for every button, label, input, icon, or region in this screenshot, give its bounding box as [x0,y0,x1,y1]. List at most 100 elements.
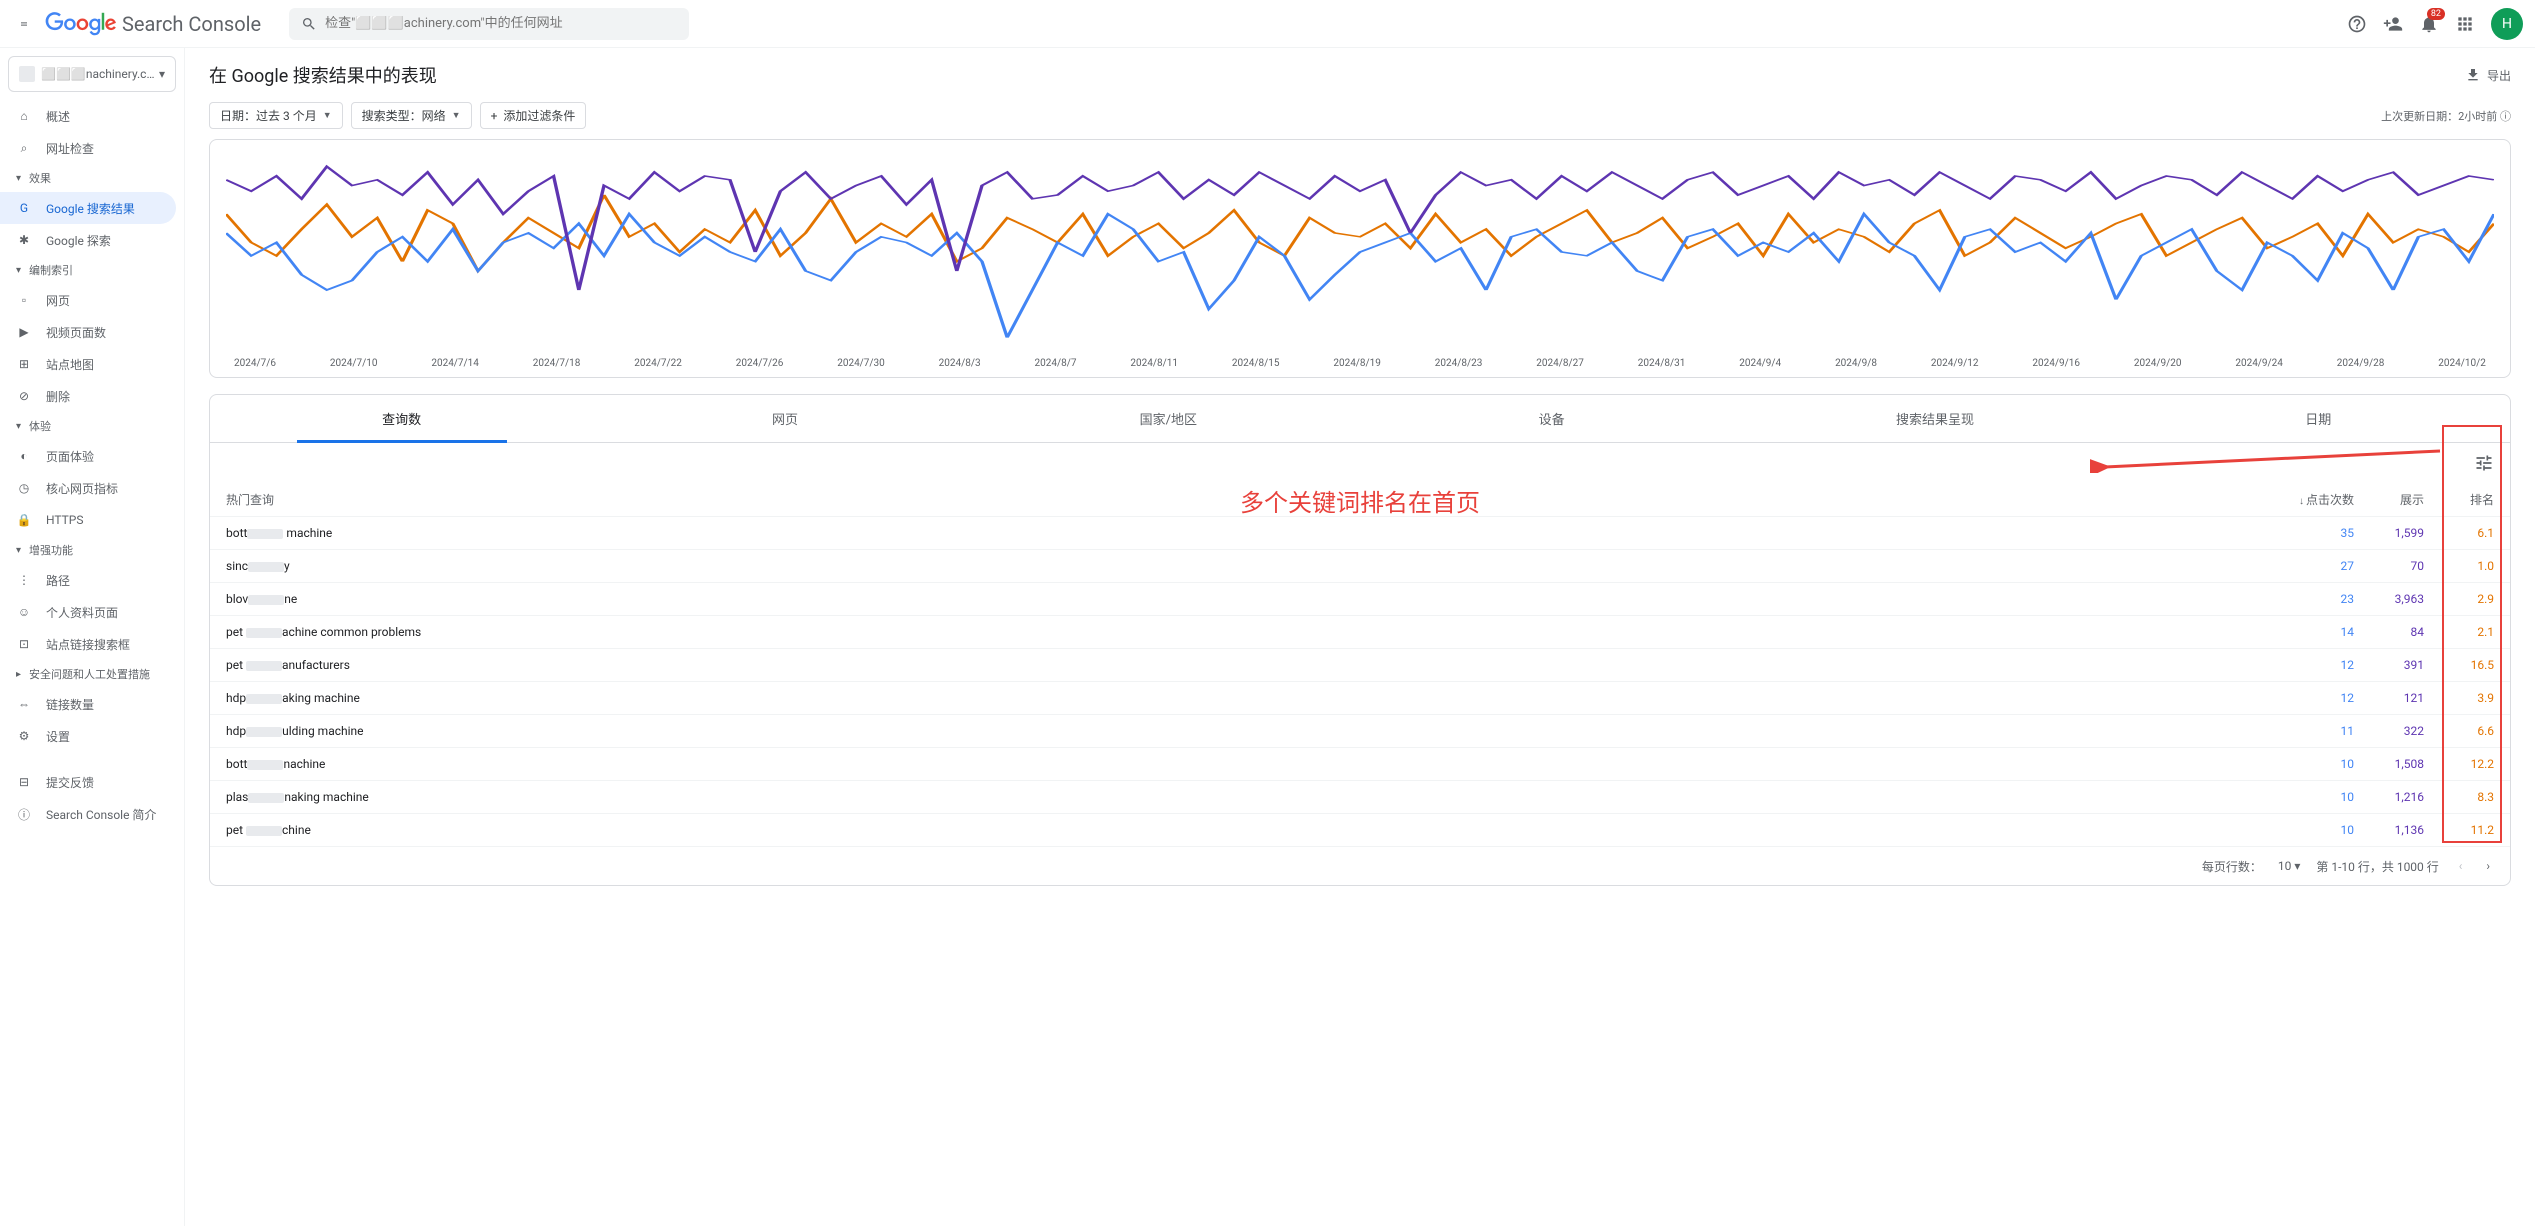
table-row[interactable]: bott⬜⬜⬜⬜ machine351,5996.1 [210,516,2510,549]
search-input[interactable] [325,16,677,31]
dimension-tabs: 查询数网页国家/地区设备搜索结果呈现日期 [210,395,2510,443]
cell-clicks: 14 [2284,625,2354,639]
table-row[interactable]: pet ⬜⬜⬜⬜achine common problems14842.1 [210,615,2510,648]
section-enh[interactable]: ▾增强功能 [0,536,184,564]
pageexp-icon: ◐ [16,448,32,464]
nav-url-inspect[interactable]: ⌕网址检查 [0,132,176,164]
table-row[interactable]: plas⬜⬜⬜⬜naking machine101,2168.3 [210,780,2510,813]
section-performance[interactable]: ▾效果 [0,164,184,192]
last-updated: 上次更新日期：2小时前 ⓘ [2381,108,2511,124]
perf-chart[interactable] [226,152,2494,352]
x-axis-label: 2024/8/27 [1536,358,1584,369]
cell-query: bott⬜⬜⬜⬜ machine [226,526,2284,540]
tab-2[interactable]: 国家/地区 [977,395,1360,442]
nav-removals[interactable]: ⊘删除 [0,380,176,412]
logo[interactable]: Search Console [44,12,261,36]
nav-pages[interactable]: ▫网页 [0,284,176,316]
filter-date[interactable]: 日期：过去 3 个月▼ [209,102,343,129]
th-position[interactable]: 排名 [2424,491,2494,508]
perf-chart-card: 2024/7/62024/7/102024/7/142024/7/182024/… [209,139,2511,378]
table-row[interactable]: blov⬜⬜⬜⬜ne233,9632.9 [210,582,2510,615]
account-avatar[interactable]: H [2491,8,2523,40]
x-axis-label: 2024/9/20 [2134,358,2182,369]
notifications-icon[interactable]: 82 [2419,14,2439,34]
table-row[interactable]: hdp⬜⬜⬜⬜ulding machine113226.6 [210,714,2510,747]
nav-https[interactable]: 🔒HTTPS [0,504,176,536]
cell-query: hdp⬜⬜⬜⬜aking machine [226,691,2284,705]
section-index[interactable]: ▾编制索引 [0,256,184,284]
cell-query: plas⬜⬜⬜⬜naking machine [226,790,2284,804]
tab-3[interactable]: 设备 [1360,395,1743,442]
cell-impressions: 1,136 [2354,823,2424,837]
cell-position: 8.3 [2424,790,2494,804]
nav-feedback[interactable]: ⊟提交反馈 [0,766,176,798]
nav-sitemaps[interactable]: ⊞站点地图 [0,348,176,380]
page-title: 在 Google 搜索结果中的表现 [209,62,437,88]
info-icon[interactable]: ⓘ [2500,110,2511,123]
nav-breadcrumbs[interactable]: ⋮路径 [0,564,176,596]
prev-page-button[interactable]: ‹ [2455,855,2467,877]
cell-clicks: 27 [2284,559,2354,573]
cell-impressions: 1,508 [2354,757,2424,771]
header: Search Console 82 H [0,0,2535,48]
rows-per-page-select[interactable]: 10 ▾ [2278,859,2301,873]
nav-overview[interactable]: ⌂概述 [0,100,176,132]
help-icon[interactable] [2347,14,2367,34]
cell-impressions: 1,599 [2354,526,2424,540]
property-selector[interactable]: ⬜⬜⬜nachinery.com ▾ [8,56,176,92]
queries-table: 热门查询 ↓点击次数 展示 排名 bott⬜⬜⬜⬜ machine351,599… [210,483,2510,846]
x-axis-label: 2024/8/15 [1232,358,1280,369]
th-clicks[interactable]: ↓点击次数 [2284,491,2354,508]
url-search-bar[interactable] [289,8,689,40]
cell-query: pet ⬜⬜⬜⬜chine [226,823,2284,837]
cell-clicks: 12 [2284,691,2354,705]
main-content: 在 Google 搜索结果中的表现 导出 日期：过去 3 个月▼ 搜索类型：网络… [185,48,2535,1226]
people-icon[interactable] [2383,14,2403,34]
nav-google-search[interactable]: GGoogle 搜索结果 [0,192,176,224]
th-query[interactable]: 热门查询 [226,491,2284,508]
tab-1[interactable]: 网页 [593,395,976,442]
property-domain: ⬜⬜⬜nachinery.com [41,67,159,81]
product-name: Search Console [122,12,261,36]
x-axis-label: 2024/9/16 [2032,358,2080,369]
nav-page-exp[interactable]: ◐页面体验 [0,440,176,472]
nav-sitelinks[interactable]: ⊡站点链接搜索框 [0,628,176,660]
table-filter-icon[interactable] [2474,453,2494,473]
table-row[interactable]: sinc⬜⬜⬜⬜y27701.0 [210,549,2510,582]
next-page-button[interactable]: › [2482,855,2494,877]
video-icon: ▶ [16,324,32,340]
section-experience[interactable]: ▾体验 [0,412,184,440]
filter-search-type[interactable]: 搜索类型：网络▼ [351,102,472,129]
cell-position: 2.9 [2424,592,2494,606]
table-row[interactable]: bott⬜⬜⬜⬜nachine101,50812.2 [210,747,2510,780]
favicon [19,66,35,82]
table-row[interactable]: hdp⬜⬜⬜⬜aking machine121213.9 [210,681,2510,714]
sidebar: ⬜⬜⬜nachinery.com ▾ ⌂概述 ⌕网址检查 ▾效果 GGoogle… [0,48,185,1226]
cell-impressions: 84 [2354,625,2424,639]
menu-icon[interactable] [12,12,36,36]
searchbox-icon: ⊡ [16,636,32,652]
table-row[interactable]: pet ⬜⬜⬜⬜chine101,13611.2 [210,813,2510,846]
caret-down-icon: ▼ [452,110,461,121]
apps-icon[interactable] [2455,14,2475,34]
th-impressions[interactable]: 展示 [2354,491,2424,508]
tab-5[interactable]: 日期 [2127,395,2510,442]
feedback-icon: ⊟ [16,774,32,790]
export-button[interactable]: 导出 [2465,67,2511,84]
nav-cwv[interactable]: ◷核心网页指标 [0,472,176,504]
tab-4[interactable]: 搜索结果呈现 [1743,395,2126,442]
tab-0[interactable]: 查询数 [210,395,593,442]
x-axis-label: 2024/7/26 [736,358,784,369]
nav-profile[interactable]: ☺个人资料页面 [0,596,176,628]
nav-settings[interactable]: ⚙设置 [0,720,176,752]
nav-discover[interactable]: ✱Google 探索 [0,224,176,256]
table-row[interactable]: pet ⬜⬜⬜⬜anufacturers1239116.5 [210,648,2510,681]
cell-position: 6.1 [2424,526,2494,540]
nav-links[interactable]: ⇔链接数量 [0,688,176,720]
x-axis-label: 2024/9/8 [1835,358,1877,369]
add-filter-button[interactable]: +添加过滤条件 [480,102,587,129]
section-security[interactable]: ▸安全问题和人工处置措施 [0,660,184,688]
remove-icon: ⊘ [16,388,32,404]
nav-about[interactable]: ⓘSearch Console 简介 [0,798,176,830]
nav-video-pages[interactable]: ▶视频页面数 [0,316,176,348]
